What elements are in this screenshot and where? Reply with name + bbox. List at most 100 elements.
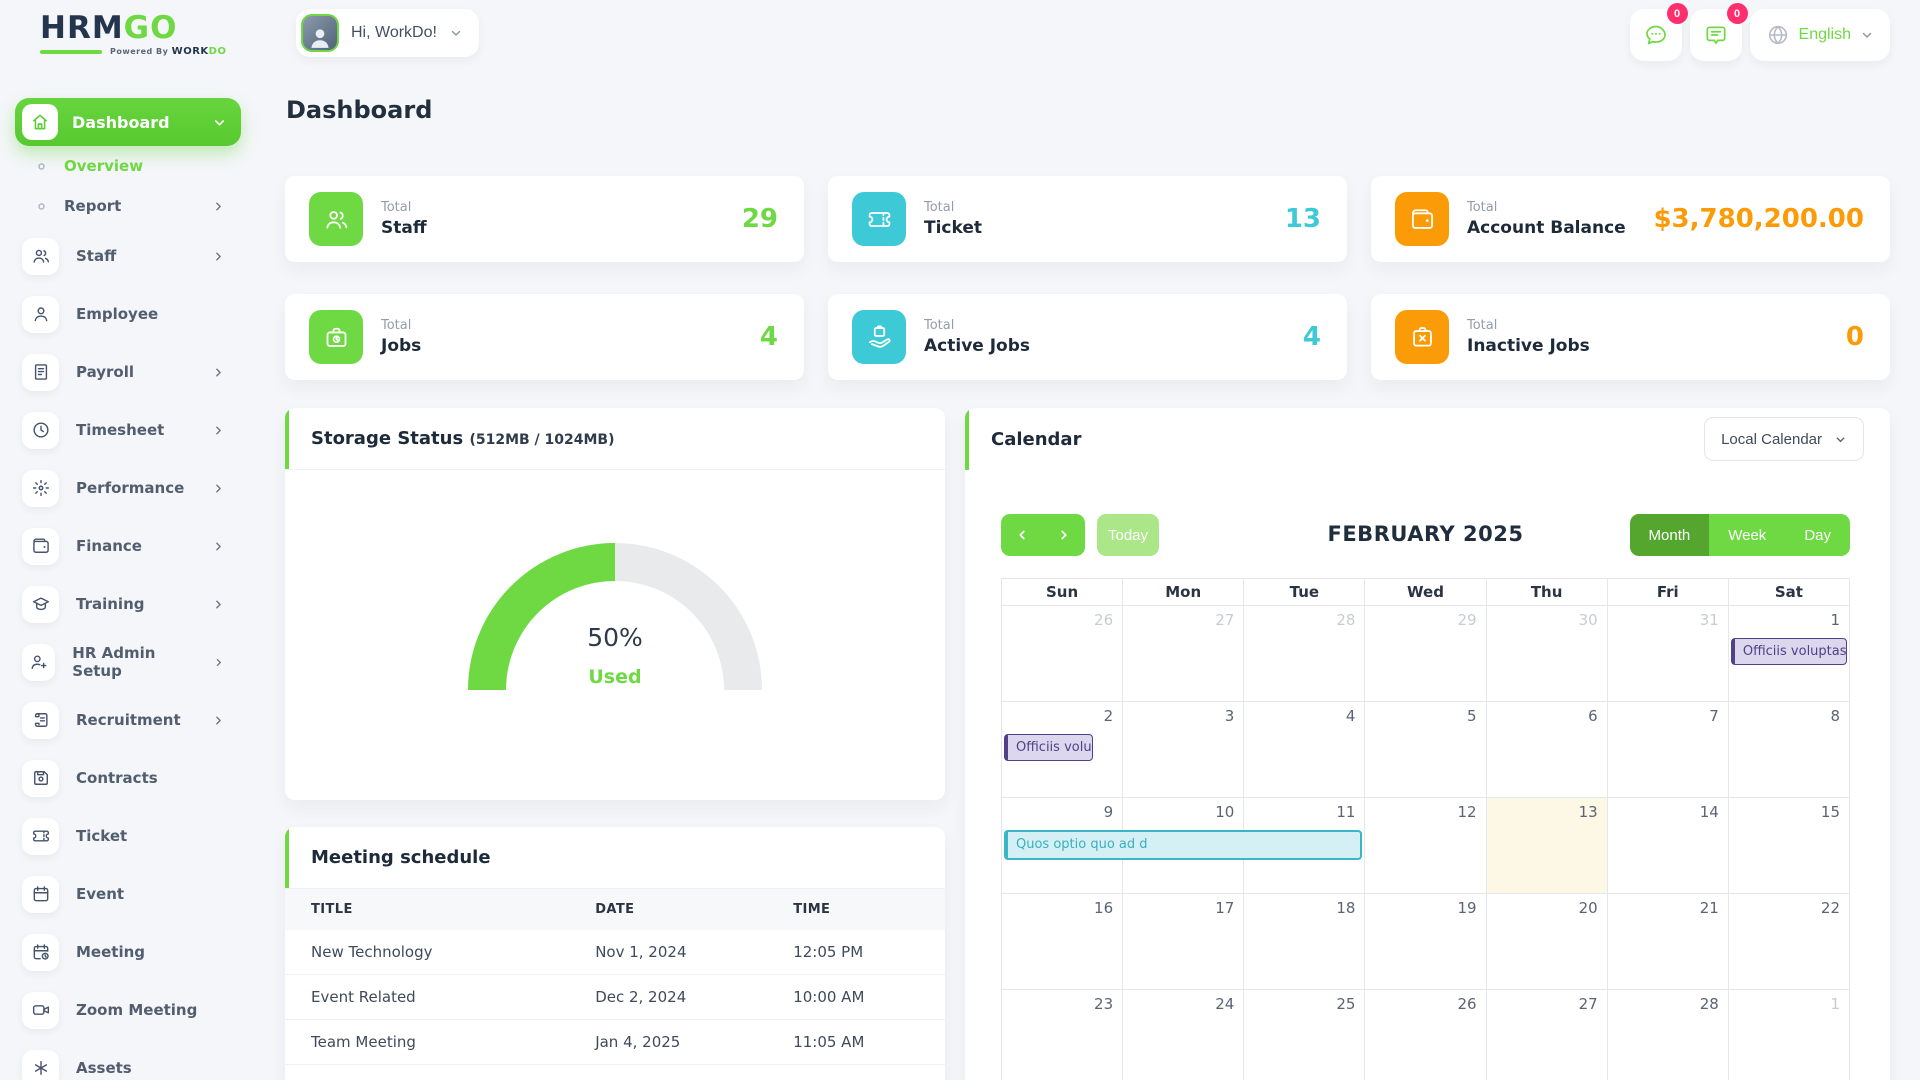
calendar-day-cell[interactable]: 1 bbox=[1729, 990, 1850, 1080]
stat-prefix: Total bbox=[381, 318, 412, 333]
sidebar-item-label: Overview bbox=[64, 157, 144, 175]
sidebar-item-hr-admin-setup[interactable]: HR Admin Setup bbox=[0, 634, 265, 690]
calendar-day-cell[interactable]: 17 bbox=[1123, 894, 1245, 990]
stat-label: Jobs bbox=[381, 336, 422, 356]
calendar-day-cell[interactable]: 7 bbox=[1607, 702, 1729, 798]
stat-value: 4 bbox=[1302, 322, 1321, 352]
calendar-day-cell[interactable]: 26 bbox=[1002, 606, 1124, 702]
calendar-day-cell[interactable]: 25 bbox=[1244, 990, 1366, 1080]
brand-logo: HRMGO Powered By WORKDO bbox=[40, 13, 230, 57]
sidebar-item-zoom-meeting[interactable]: Zoom Meeting bbox=[0, 982, 265, 1038]
sidebar-item-payroll[interactable]: Payroll bbox=[0, 344, 265, 400]
sidebar-item-label: Finance bbox=[76, 537, 142, 555]
calendar-weekday-label: Tue bbox=[1244, 579, 1366, 606]
stat-prefix: Total bbox=[924, 200, 955, 215]
save-icon bbox=[31, 768, 51, 788]
calendar-day-cell[interactable]: 24 bbox=[1123, 990, 1245, 1080]
calendar-day-cell[interactable]: 8 bbox=[1728, 702, 1850, 798]
user-menu[interactable]: Hi, WorkDo! bbox=[296, 9, 479, 57]
calendar-source-select[interactable]: Local Calendar bbox=[1704, 417, 1864, 461]
calendar-day-cell[interactable]: 15 bbox=[1728, 798, 1850, 894]
sidebar-item-recruitment[interactable]: Recruitment bbox=[0, 692, 265, 748]
calendar-day-cell[interactable]: 23 bbox=[1002, 990, 1124, 1080]
stat-card-ticket[interactable]: Total Ticket 13 bbox=[828, 176, 1347, 262]
calendar-event[interactable]: Officiis voluptas c bbox=[1004, 734, 1094, 761]
calendar-day-cell[interactable]: 29 bbox=[1365, 606, 1487, 702]
wallet-icon bbox=[1409, 206, 1436, 233]
sidebar-icon-box bbox=[22, 295, 59, 333]
notifications-button[interactable]: 0 bbox=[1689, 3, 1748, 61]
topbar-actions: 0 0 English bbox=[1629, 3, 1890, 61]
sidebar-item-assets[interactable]: Assets bbox=[0, 1040, 265, 1080]
messages-button[interactable]: 0 bbox=[1629, 3, 1688, 61]
calendar-day-cell[interactable]: 30 bbox=[1486, 606, 1608, 702]
calendar-day-cell[interactable]: 3 bbox=[1123, 702, 1245, 798]
calendar-event[interactable]: Quos optio quo ad d bbox=[1004, 830, 1363, 860]
calendar-view-month[interactable]: Month bbox=[1629, 514, 1710, 556]
calendar-day-cell[interactable]: 22 bbox=[1728, 894, 1850, 990]
stat-card-staff[interactable]: Total Staff 29 bbox=[285, 176, 804, 262]
calendar-day-cell[interactable]: 19 bbox=[1365, 894, 1487, 990]
calendar-event[interactable]: Officiis voluptas bbox=[1730, 638, 1847, 665]
calendar-clock-icon bbox=[31, 942, 51, 962]
calendar-week-row: 26 27 28 29 30 31 1 Officiis voluptas bbox=[1002, 606, 1850, 702]
table-cell: 10:00 AM bbox=[793, 974, 945, 1020]
calendar-weekday-row: Sun Mon Tue Wed Thu Fri Sat bbox=[1002, 579, 1850, 606]
calendar-view-week[interactable]: Week bbox=[1709, 514, 1786, 556]
calendar-day-cell[interactable]: 5 bbox=[1365, 702, 1487, 798]
calendar-view-day[interactable]: Day bbox=[1785, 514, 1850, 556]
sidebar-item-employee[interactable]: Employee bbox=[0, 286, 265, 342]
sidebar-item-ticket[interactable]: Ticket bbox=[0, 808, 265, 864]
language-selector[interactable]: English bbox=[1749, 9, 1890, 61]
stat-label: Active Jobs bbox=[924, 336, 1031, 356]
calendar-day-cell[interactable]: 13 bbox=[1486, 798, 1608, 894]
calendar-day-cell[interactable]: 6 bbox=[1486, 702, 1608, 798]
calendar-day-cell[interactable]: 26 bbox=[1365, 990, 1487, 1080]
calendar-day-cell[interactable]: 11 bbox=[1244, 798, 1366, 894]
calendar-day-cell[interactable]: 1 bbox=[1728, 606, 1850, 702]
calendar-day-cell[interactable]: 31 bbox=[1607, 606, 1729, 702]
sidebar-item-report[interactable]: Report bbox=[0, 186, 265, 226]
calendar-day-cell[interactable]: 28 bbox=[1608, 990, 1729, 1080]
stat-value: $3,780,200.00 bbox=[1653, 204, 1864, 234]
scroll-icon bbox=[31, 710, 51, 730]
sidebar-item-performance[interactable]: Performance bbox=[0, 460, 265, 516]
storage-gauge bbox=[445, 520, 785, 700]
stat-card-active-jobs[interactable]: Total Active Jobs 4 bbox=[828, 294, 1347, 380]
table-cell: Event Related bbox=[285, 974, 596, 1020]
stat-card-inactive-jobs[interactable]: Total Inactive Jobs 0 bbox=[1371, 294, 1890, 380]
sidebar-item-overview[interactable]: Overview bbox=[0, 146, 265, 186]
sidebar-icon-box bbox=[22, 759, 59, 797]
sidebar-item-dashboard[interactable]: Dashboard bbox=[15, 98, 241, 146]
calendar-day-cell[interactable]: 2 bbox=[1002, 702, 1124, 798]
sidebar-item-staff[interactable]: Staff bbox=[0, 228, 265, 284]
sidebar-item-finance[interactable]: Finance bbox=[0, 518, 265, 574]
chevron-down-icon bbox=[212, 115, 227, 130]
briefcase-icon bbox=[323, 324, 350, 351]
sidebar-menu: Dashboard Overview Report Staff Employee Payr… bbox=[0, 98, 265, 1080]
calendar-day-cell[interactable]: 28 bbox=[1244, 606, 1366, 702]
sidebar-icon-box bbox=[22, 643, 56, 681]
calendar-day-cell[interactable]: 20 bbox=[1486, 894, 1608, 990]
sidebar-item-meeting[interactable]: Meeting bbox=[0, 924, 265, 980]
messages-badge: 0 bbox=[1666, 3, 1688, 24]
calendar-day-cell[interactable]: 12 bbox=[1365, 798, 1487, 894]
calendar-prev-button[interactable] bbox=[1007, 514, 1037, 556]
calendar-day-cell[interactable]: 18 bbox=[1244, 894, 1366, 990]
calendar-today-button[interactable]: Today bbox=[1097, 514, 1159, 556]
sidebar-item-event[interactable]: Event bbox=[0, 866, 265, 922]
calendar-next-button[interactable] bbox=[1049, 514, 1079, 556]
calendar-day-cell[interactable]: 16 bbox=[1002, 894, 1124, 990]
calendar-day-cell[interactable]: 21 bbox=[1607, 894, 1729, 990]
stat-card-jobs[interactable]: Total Jobs 4 bbox=[285, 294, 804, 380]
sidebar-item-contracts[interactable]: Contracts bbox=[0, 750, 265, 806]
calendar-day-cell[interactable]: 14 bbox=[1607, 798, 1729, 894]
sidebar-item-training[interactable]: Training bbox=[0, 576, 265, 632]
calendar-day-cell[interactable]: 27 bbox=[1123, 606, 1245, 702]
stats-grid: Total Staff 29 Total Ticket 13 Total Account Ba… bbox=[285, 176, 1890, 380]
calendar-day-cell[interactable]: 27 bbox=[1487, 990, 1608, 1080]
calendar-day-cell[interactable]: 4 bbox=[1244, 702, 1366, 798]
sidebar-item-timesheet[interactable]: Timesheet bbox=[0, 402, 265, 458]
stat-card-account-balance[interactable]: Total Account Balance $3,780,200.00 bbox=[1371, 176, 1890, 262]
